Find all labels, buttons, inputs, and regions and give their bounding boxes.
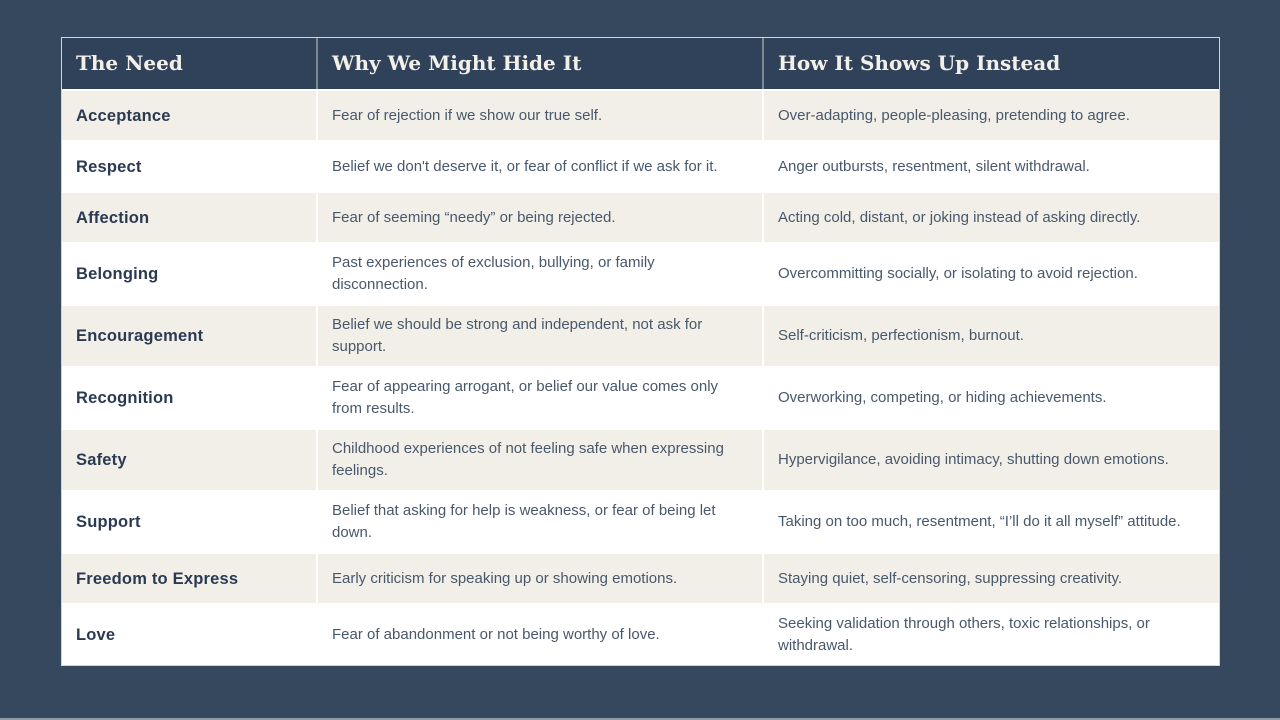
table-header: The Need Why We Might Hide It How It Sho… xyxy=(62,38,1219,89)
table-row: Love Fear of abandonment or not being wo… xyxy=(62,603,1219,665)
need-cell: Respect xyxy=(62,140,318,191)
how-cell: Self-criticism, perfectionism, burnout. xyxy=(764,304,1219,366)
table-row: Recognition Fear of appearing arrogant, … xyxy=(62,366,1219,428)
needs-table-container: The Need Why We Might Hide It How It Sho… xyxy=(61,37,1220,666)
table-row: Belonging Past experiences of exclusion,… xyxy=(62,242,1219,304)
table-row: Affection Fear of seeming “needy” or bei… xyxy=(62,191,1219,242)
why-cell: Fear of appearing arrogant, or belief ou… xyxy=(318,366,764,428)
how-cell: Hypervigilance, avoiding intimacy, shutt… xyxy=(764,428,1219,490)
column-header-how: How It Shows Up Instead xyxy=(764,38,1219,89)
how-cell: Acting cold, distant, or joking instead … xyxy=(764,191,1219,242)
how-cell: Staying quiet, self-censoring, suppressi… xyxy=(764,552,1219,603)
need-cell: Recognition xyxy=(62,366,318,428)
how-cell: Seeking validation through others, toxic… xyxy=(764,603,1219,665)
table-row: Respect Belief we don't deserve it, or f… xyxy=(62,140,1219,191)
how-cell: Overworking, competing, or hiding achiev… xyxy=(764,366,1219,428)
screen-bottom-edge xyxy=(0,718,1280,720)
need-cell: Support xyxy=(62,490,318,552)
how-cell: Anger outbursts, resentment, silent with… xyxy=(764,140,1219,191)
how-cell: Over-adapting, people-pleasing, pretendi… xyxy=(764,89,1219,140)
why-cell: Early criticism for speaking up or showi… xyxy=(318,552,764,603)
table-row: Freedom to Express Early criticism for s… xyxy=(62,552,1219,603)
why-cell: Belief that asking for help is weakness,… xyxy=(318,490,764,552)
why-cell: Belief we should be strong and independe… xyxy=(318,304,764,366)
need-cell: Affection xyxy=(62,191,318,242)
why-cell: Fear of abandonment or not being worthy … xyxy=(318,603,764,665)
need-cell: Freedom to Express xyxy=(62,552,318,603)
header-row: The Need Why We Might Hide It How It Sho… xyxy=(62,38,1219,89)
need-cell: Love xyxy=(62,603,318,665)
why-cell: Fear of rejection if we show our true se… xyxy=(318,89,764,140)
how-cell: Taking on too much, resentment, “I’ll do… xyxy=(764,490,1219,552)
how-cell: Overcommitting socially, or isolating to… xyxy=(764,242,1219,304)
need-cell: Encouragement xyxy=(62,304,318,366)
column-header-need: The Need xyxy=(62,38,318,89)
why-cell: Fear of seeming “needy” or being rejecte… xyxy=(318,191,764,242)
why-cell: Past experiences of exclusion, bullying,… xyxy=(318,242,764,304)
table-row: Acceptance Fear of rejection if we show … xyxy=(62,89,1219,140)
table-body: Acceptance Fear of rejection if we show … xyxy=(62,89,1219,665)
why-cell: Belief we don't deserve it, or fear of c… xyxy=(318,140,764,191)
table-row: Support Belief that asking for help is w… xyxy=(62,490,1219,552)
need-cell: Belonging xyxy=(62,242,318,304)
need-cell: Acceptance xyxy=(62,89,318,140)
table-row: Safety Childhood experiences of not feel… xyxy=(62,428,1219,490)
table-row: Encouragement Belief we should be strong… xyxy=(62,304,1219,366)
needs-table: The Need Why We Might Hide It How It Sho… xyxy=(61,37,1220,666)
why-cell: Childhood experiences of not feeling saf… xyxy=(318,428,764,490)
need-cell: Safety xyxy=(62,428,318,490)
column-header-why: Why We Might Hide It xyxy=(318,38,764,89)
